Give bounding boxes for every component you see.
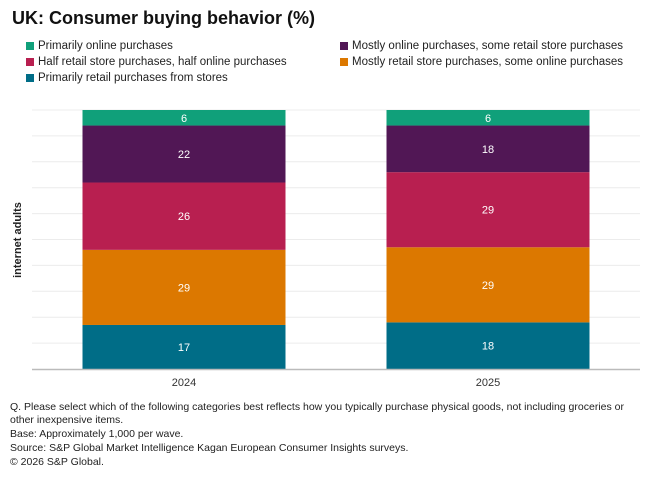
legend-swatch <box>340 42 348 50</box>
data-label: 26 <box>178 211 190 223</box>
footnotes: Q. Please select which of the following … <box>10 401 650 470</box>
data-label: 29 <box>482 280 494 292</box>
bar-segment <box>82 249 286 325</box>
legend-swatch <box>26 74 34 82</box>
data-label: 6 <box>485 113 491 125</box>
x-tick-label: 2025 <box>476 377 500 389</box>
data-label: 18 <box>482 341 494 353</box>
footnote-copyright: © 2026 S&P Global. <box>10 456 104 468</box>
bar-segment <box>386 125 590 173</box>
stacked-bar-chart: 17 29 26 22 6 2024 18 29 29 18 6 2025 <box>32 109 640 389</box>
bar-segment <box>386 172 590 248</box>
legend-label: Primarily online purchases <box>38 40 173 52</box>
data-label: 18 <box>482 144 494 156</box>
legend-label: Mostly retail store purchases, some onli… <box>352 56 624 68</box>
bar-segment <box>386 247 590 323</box>
legend-item: Mostly retail store purchases, some onli… <box>340 56 623 68</box>
bar-segment <box>82 110 286 126</box>
bar-segment <box>386 110 590 126</box>
legend-item: Primarily online purchases <box>26 40 173 52</box>
legend-swatch <box>26 58 34 66</box>
bar-segment <box>82 125 286 183</box>
footnote-question: Q. Please select which of the following … <box>10 401 624 426</box>
legend-swatch <box>340 58 348 66</box>
legend-swatch <box>26 42 34 50</box>
legend-label: Half retail store purchases, half online… <box>38 56 287 68</box>
legend-item: Primarily retail purchases from stores <box>26 72 228 84</box>
bar-segment <box>82 182 286 250</box>
data-label: 6 <box>181 113 187 125</box>
data-label: 29 <box>178 282 190 294</box>
data-label: 22 <box>178 149 190 161</box>
legend-item: Half retail store purchases, half online… <box>26 56 287 68</box>
legend-item: Mostly online purchases, some retail sto… <box>340 40 623 52</box>
x-tick-label: 2024 <box>172 377 196 389</box>
chart-title: UK: Consumer buying behavior (%) <box>12 8 316 28</box>
data-label: 17 <box>178 342 190 354</box>
footnote-source: Source: S&P Global Market Intelligence K… <box>10 442 409 454</box>
footnote-base: Base: Approximately 1,000 per wave. <box>10 428 184 440</box>
bar-segment <box>386 322 590 369</box>
legend-label: Mostly online purchases, some retail sto… <box>352 40 624 52</box>
bar-segment <box>82 324 286 369</box>
legend-label: Primarily retail purchases from stores <box>38 72 228 84</box>
data-label: 29 <box>482 205 494 217</box>
